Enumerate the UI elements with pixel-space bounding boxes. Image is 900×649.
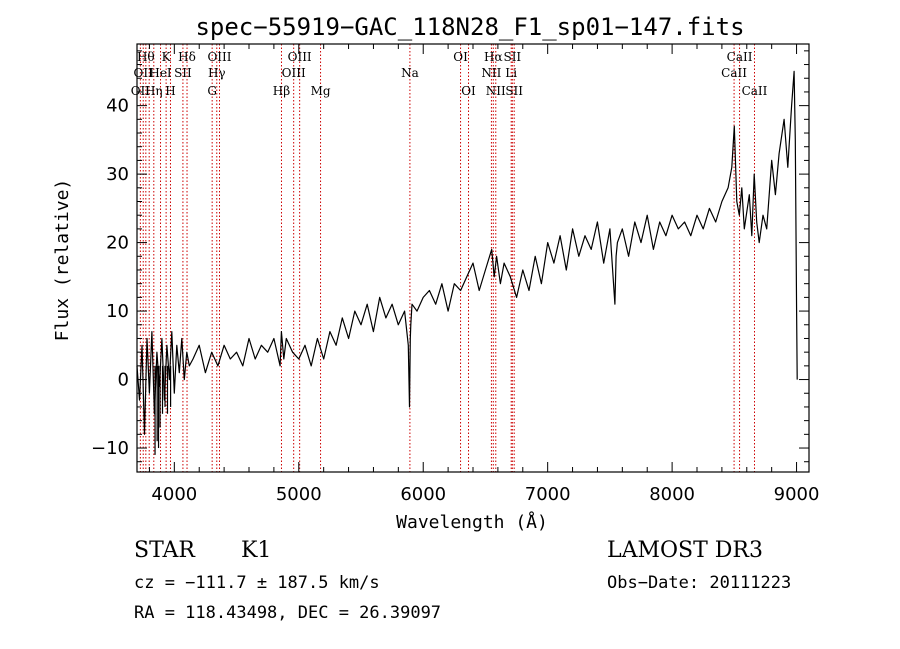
line-label-16: Mg bbox=[311, 84, 331, 98]
line-label-22: NII bbox=[486, 84, 506, 98]
x-tick-label-3: 7000 bbox=[525, 484, 571, 505]
line-label-26: CaII bbox=[721, 66, 747, 80]
line-label-17: Na bbox=[401, 66, 419, 80]
spectral-line-markers bbox=[139, 44, 755, 472]
line-label-19: OI bbox=[461, 84, 476, 98]
line-label-6: K bbox=[162, 50, 172, 64]
line-label-12: OIII bbox=[207, 50, 231, 64]
line-label-4: Hη bbox=[145, 84, 163, 98]
line-label-24: SII bbox=[503, 50, 521, 64]
ra-dec: RA = 118.43498, DEC = 26.39097 bbox=[134, 603, 442, 623]
object-subclass: K1 bbox=[241, 538, 272, 563]
x-tick-label-4: 8000 bbox=[649, 484, 695, 505]
y-tick-label-3: 20 bbox=[106, 233, 129, 254]
line-label-2: Hθ bbox=[137, 50, 155, 64]
y-tick-label-4: 30 bbox=[106, 164, 129, 185]
line-label-7: H bbox=[165, 84, 175, 98]
line-label-15: OIII bbox=[288, 50, 312, 64]
x-tick-label-1: 5000 bbox=[276, 484, 322, 505]
spectral-line-labels: OII OII Hθ Hη HeI K H SII Hδ G Hγ OIII Hβ OIII OIII Mg N… bbox=[131, 50, 768, 98]
y-tick-label-0: −10 bbox=[91, 438, 129, 459]
x-axis-label: Wavelength (Å) bbox=[396, 511, 548, 533]
line-label-28: CaII bbox=[742, 84, 768, 98]
plot-frame bbox=[136, 43, 810, 473]
redshift-cz: cz = −111.7 ± 187.5 km/s bbox=[134, 573, 380, 593]
line-label-8: SII bbox=[174, 66, 192, 80]
line-label-5: HeI bbox=[149, 66, 172, 80]
obs-date: Obs−Date: 20111223 bbox=[607, 573, 792, 593]
flux-series bbox=[136, 70, 798, 455]
line-label-0: OII bbox=[131, 84, 151, 98]
line-label-21: Hα bbox=[484, 50, 503, 64]
x-tick-label-2: 6000 bbox=[400, 484, 446, 505]
spectrum-chart: spec−55919−GAC_118N28_F1_sp01−147.fits O… bbox=[52, 13, 820, 533]
y-tick-label-1: 0 bbox=[118, 370, 129, 391]
survey-name: LAMOST DR3 bbox=[607, 538, 763, 563]
line-label-27: CaII bbox=[727, 50, 753, 64]
line-label-25: SII bbox=[505, 84, 523, 98]
x-tick-label-5: 9000 bbox=[774, 484, 820, 505]
series-line-0 bbox=[136, 70, 798, 435]
y-tick-label-2: 10 bbox=[106, 301, 129, 322]
y-tick-label-5: 40 bbox=[106, 96, 129, 117]
x-tick-label-0: 4000 bbox=[151, 484, 197, 505]
chart-title: spec−55919−GAC_118N28_F1_sp01−147.fits bbox=[195, 13, 744, 41]
axes: 4000 5000 6000 7000 8000 9000 −10 0 10 20 30 40 bbox=[91, 43, 820, 505]
y-axis-label: Flux (relative) bbox=[52, 179, 73, 342]
line-label-18: OI bbox=[453, 50, 468, 64]
line-label-14: OIII bbox=[282, 66, 306, 80]
line-label-1: OII bbox=[134, 66, 154, 80]
line-label-9: Hδ bbox=[178, 50, 196, 64]
line-label-11: Hγ bbox=[208, 66, 226, 80]
line-label-23: Li bbox=[505, 66, 517, 80]
line-label-10: G bbox=[207, 84, 217, 98]
object-class: STAR bbox=[134, 538, 195, 563]
line-label-13: Hβ bbox=[273, 84, 290, 98]
line-label-20: NII bbox=[481, 66, 501, 80]
